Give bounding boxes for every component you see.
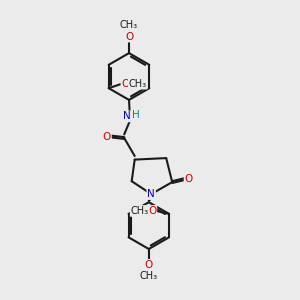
Text: CH₃: CH₃ (120, 20, 138, 31)
Text: CH₃: CH₃ (129, 79, 147, 89)
Text: O: O (103, 131, 111, 142)
Text: O: O (184, 174, 193, 184)
Text: O: O (145, 260, 153, 270)
Text: H: H (132, 110, 140, 121)
Text: O: O (148, 206, 156, 216)
Text: CH₃: CH₃ (130, 206, 149, 216)
Text: O: O (125, 32, 133, 42)
Text: CH₃: CH₃ (140, 271, 158, 281)
Text: N: N (123, 111, 131, 122)
Text: O: O (122, 79, 130, 89)
Text: N: N (147, 189, 155, 199)
